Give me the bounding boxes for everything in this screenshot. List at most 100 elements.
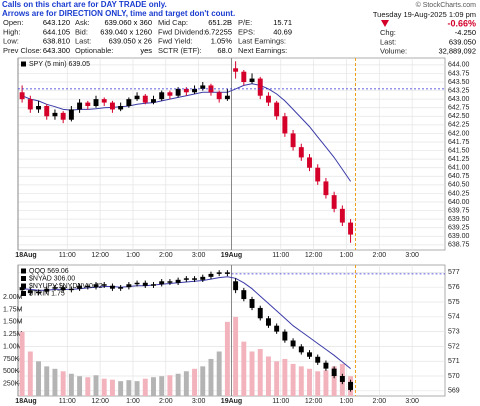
candle-body [348, 222, 354, 235]
x-tick-label: 11:00 [59, 398, 76, 405]
y-tick-label: 641.50 [448, 147, 470, 154]
volume-bar [216, 351, 222, 396]
y-tick-label: 574 [448, 314, 460, 321]
volume-tick-label: 1.00M [3, 343, 23, 350]
candle-body [85, 102, 91, 106]
volume-bar [27, 351, 33, 396]
field-value: 639.050 x 26 [109, 37, 152, 46]
candle-body [19, 92, 25, 100]
x-tick-label: 2:00 [372, 252, 386, 259]
volume-bar [44, 366, 50, 396]
volume-bar [77, 376, 83, 396]
candle-body [282, 331, 288, 341]
candle-body [68, 288, 74, 291]
candle-body [175, 279, 181, 283]
candle-body [290, 340, 296, 347]
field-label: Prev Close: [3, 46, 42, 55]
candle-body [44, 288, 50, 292]
volume-bar [142, 378, 148, 396]
field-value: 68.0 [217, 46, 232, 55]
legend-swatch [21, 268, 26, 274]
candle-body [249, 299, 255, 308]
legend-entry: QQQ 569.06 [29, 268, 69, 275]
field-value: 40.69 [273, 27, 292, 36]
legend-swatch [21, 291, 26, 296]
x-tick-label: 18Aug [15, 398, 36, 405]
field-value: -4.250 [455, 28, 476, 37]
legend-swatch [21, 276, 26, 281]
x-tick-label: 18Aug [15, 252, 36, 259]
x-tick-label: 2:00 [372, 398, 386, 405]
field-label: Chg: [380, 28, 396, 37]
annotation: Calls on this chart are for DAY TRADE on… [2, 0, 167, 9]
candle-body [118, 287, 124, 289]
field-label: Mid Cap: [158, 18, 188, 27]
y-tick-label: 639.50 [448, 216, 470, 223]
legend-entry: $NYAD 306.00 [29, 275, 75, 282]
legend-entry: $NYUPV:$NYDNV 0.72 [29, 283, 103, 290]
candle-body [175, 88, 181, 96]
volume-bar [192, 368, 198, 396]
watermark: © StockCharts.com [416, 1, 477, 9]
x-tick-label: 1:00 [340, 252, 354, 259]
legend-swatch [21, 283, 26, 289]
volume-bar [257, 349, 263, 396]
volume-tick-label: 1.50M [3, 319, 23, 326]
candle-body [101, 99, 107, 103]
x-tick-label: 1:00 [126, 252, 140, 259]
candle-body [233, 68, 239, 72]
y-tick-label: 641.75 [448, 139, 470, 146]
date: Tuesday 19-Aug-2025 1:09 pm [373, 10, 476, 19]
field-label: Bid: [75, 27, 88, 36]
candle-body [216, 92, 222, 100]
candle-body [167, 92, 173, 96]
volume-tick-label: 2.00M [3, 294, 23, 301]
x-tick-label: 1:00 [126, 398, 140, 405]
down-arrow [381, 20, 389, 27]
candle-body [290, 133, 296, 148]
y-tick-label: 572 [448, 343, 460, 350]
volume-tick-label: 500K [3, 368, 20, 375]
field-value: 639.060 x 360 [104, 18, 152, 27]
candle-body [134, 95, 140, 100]
candle-body [200, 85, 206, 89]
candle-body [274, 102, 280, 117]
candle-body [233, 281, 239, 291]
candle-body [151, 284, 156, 286]
volume-bar [224, 321, 230, 396]
field-label: Optionable: [75, 46, 113, 55]
volume-bar [159, 376, 165, 396]
y-tick-label: 570 [448, 373, 460, 380]
candle-body [60, 112, 66, 120]
field-value: 6.72255 [205, 27, 232, 36]
candle-body [307, 352, 312, 357]
volume-bar [208, 358, 214, 396]
candle-body [265, 318, 271, 326]
candle-body [27, 290, 33, 294]
candle-body [298, 147, 304, 158]
candle-body [159, 281, 165, 285]
candle-body [109, 102, 115, 110]
x-tick-label: 19Aug [221, 398, 242, 405]
volume-bar [167, 375, 173, 396]
candle-body [339, 376, 345, 382]
y-tick-label: 644.00 [448, 62, 470, 69]
field-value: yes [140, 46, 152, 55]
y-tick-label: 573 [448, 328, 460, 335]
candle-body [307, 157, 312, 168]
candle-body [315, 356, 321, 363]
x-tick-label: 3:00 [192, 252, 206, 259]
volume-bar [118, 381, 124, 396]
candle-body [151, 99, 156, 103]
candle-body [208, 273, 214, 277]
volume-bar [307, 368, 312, 396]
y-tick-label: 642.75 [448, 105, 470, 112]
x-tick-label: 19Aug [221, 252, 242, 259]
legend-entry: SPY (5 min) 639.05 [29, 61, 90, 68]
annotation-box [0, 0, 172, 9]
y-tick-label: 640.25 [448, 190, 470, 197]
y-tick-label: 571 [448, 358, 460, 365]
candle-body [224, 272, 230, 274]
volume-bar [274, 361, 280, 396]
candle-body [44, 106, 50, 117]
